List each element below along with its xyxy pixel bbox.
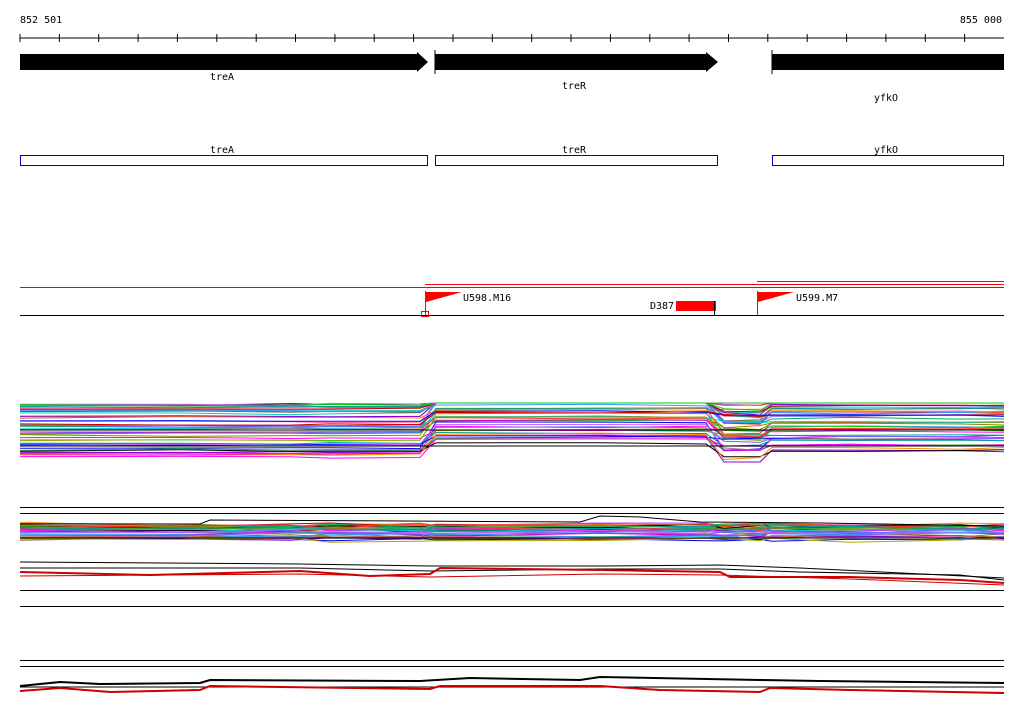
expression-profile-track-4 [19, 660, 1005, 694]
gene-arrow-treA[interactable] [20, 52, 428, 72]
expression-profile-line [19, 530, 1005, 536]
expression-profile-track-3 [19, 561, 1005, 607]
axis-end-label: 855 000 [960, 15, 1002, 26]
axis-ticks [19, 34, 966, 42]
expression-profile-line [19, 417, 1005, 438]
expression-profile-line [19, 402, 1004, 411]
profile-envelope-line [20, 515, 1005, 527]
gene-box-track: treA treR yfkO [20, 145, 1004, 166]
gene-arrow-treR[interactable] [435, 52, 718, 72]
gene-box-label-treR: treR [562, 145, 587, 156]
expression-profile-line [19, 423, 1005, 452]
profile-line-highlight [19, 684, 1005, 694]
axis-start-label: 852 501 [20, 15, 62, 26]
marker-label: U599.M7 [796, 293, 838, 304]
profile-line-highlight [19, 566, 1005, 584]
expression-profile-track-2 [19, 507, 1005, 543]
expression-profile-line [19, 524, 1005, 531]
expression-profile-line [19, 416, 1005, 430]
expression-profile-line [19, 537, 1005, 543]
expression-profile-line [19, 522, 1005, 529]
deletion-label: D387 [650, 301, 674, 312]
gene-box-treR[interactable] [435, 155, 718, 166]
expression-profile-line [19, 410, 1005, 422]
profile-line [20, 567, 1005, 581]
gene-arrow-label-treA: treA [210, 72, 234, 83]
expression-profile-line [19, 432, 1005, 461]
expression-profile-line [20, 532, 1005, 538]
expression-profile-line [19, 528, 1005, 533]
expression-profile-line [19, 442, 1005, 458]
gene-box-label-yfkO: yfkO [874, 145, 898, 156]
expression-profile-track-1 [19, 402, 1005, 463]
profile-line [19, 561, 1005, 579]
profile-line [19, 675, 1005, 687]
marker-label: U598.M16 [463, 293, 511, 304]
gene-arrow-track: treA treR yfkO [20, 50, 1004, 104]
marker-U598-M16[interactable]: U598.M16 [421, 291, 512, 317]
gene-box-yfkO[interactable] [772, 155, 1004, 166]
deletion-bar [676, 301, 716, 311]
profile-line-highlight [19, 573, 1005, 586]
expression-profile-line [20, 403, 1005, 425]
gene-arrow-label-treR: treR [562, 81, 587, 92]
feature-track: U598.M16 U599.M7 D387 [20, 281, 1004, 317]
marker-flag-icon [426, 292, 462, 302]
expression-profile-line [19, 410, 1005, 426]
gene-arrow-yfkO[interactable] [772, 54, 1004, 70]
marker-anchor [421, 311, 429, 317]
gene-box-treA[interactable] [20, 155, 428, 166]
marker-flag-icon [758, 292, 794, 302]
expression-profile-line [19, 438, 1005, 459]
marker-U599-M7[interactable]: U599.M7 [757, 291, 839, 315]
gene-arrow-label-yfkO: yfkO [874, 93, 898, 104]
gene-box-label-treA: treA [210, 145, 234, 156]
deletion-D387[interactable]: D387 [650, 301, 716, 315]
expression-profile-line [19, 525, 1005, 530]
